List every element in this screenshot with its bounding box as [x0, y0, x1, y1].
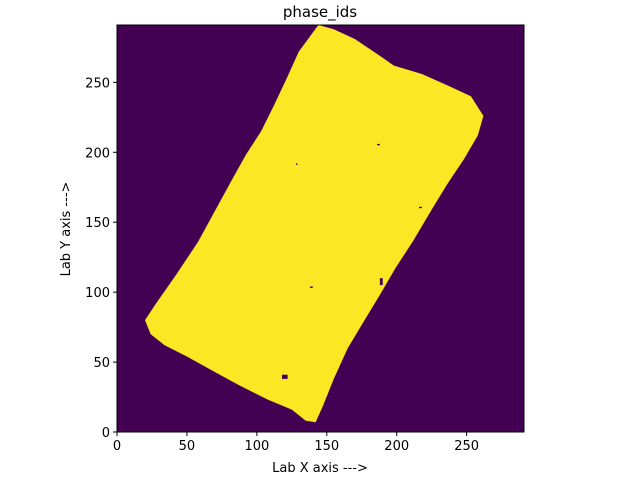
- grain-hole-1: [379, 278, 383, 286]
- y-axis-label: Lab Y axis --->: [59, 182, 74, 277]
- y-tick-label: 150: [85, 216, 110, 231]
- x-tick-label: 150: [314, 439, 339, 454]
- y-tick-label: 250: [85, 76, 110, 91]
- plot-area: [116, 24, 525, 433]
- y-axis-ticks: 0 50 100 150 200 250: [85, 76, 117, 441]
- grain-hole-2: [296, 163, 298, 165]
- y-tick-label: 50: [93, 356, 110, 371]
- x-tick-label: 0: [113, 439, 121, 454]
- x-tick-label: 200: [384, 439, 409, 454]
- chart-title: phase_ids: [283, 3, 357, 22]
- grain-hole-5: [419, 206, 422, 209]
- x-axis-ticks: 0 50 100 150 200 250: [113, 432, 479, 454]
- plot-frame: [116, 24, 525, 433]
- grain-hole-3: [377, 143, 380, 146]
- x-tick-label: 250: [454, 439, 479, 454]
- grain-hole-4: [310, 286, 313, 288]
- grain-hole-0: [282, 374, 288, 379]
- y-tick-label: 200: [85, 146, 110, 161]
- x-tick-label: 100: [244, 439, 269, 454]
- x-axis-label: Lab X axis --->: [272, 461, 368, 476]
- x-tick-label: 50: [179, 439, 196, 454]
- y-tick-label: 100: [85, 286, 110, 301]
- grain-phase-region: [145, 25, 484, 423]
- y-tick-label: 0: [102, 426, 110, 441]
- grain-holes: [282, 143, 422, 379]
